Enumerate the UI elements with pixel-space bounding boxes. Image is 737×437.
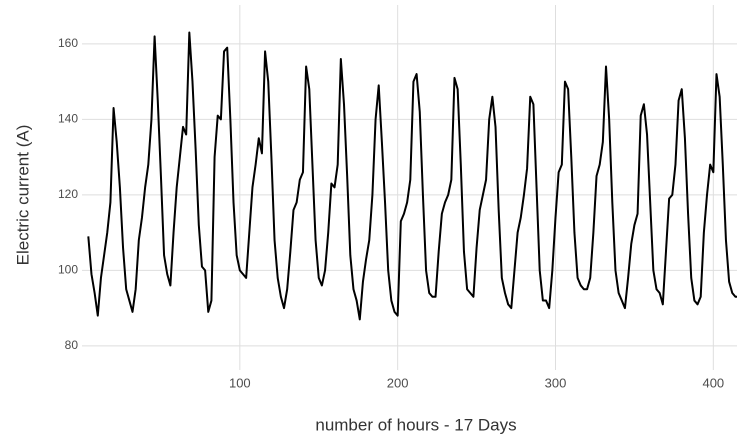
data-line xyxy=(87,31,737,321)
y-axis-title: Electric current (A) xyxy=(13,125,32,266)
x-axis-title: number of hours - 17 Days xyxy=(315,415,516,434)
x-tick-label: 200 xyxy=(387,375,409,390)
y-tick-label: 140 xyxy=(58,112,78,126)
y-tick-label: 160 xyxy=(58,36,78,50)
x-tick-label: 400 xyxy=(702,375,724,390)
x-tick-label: 300 xyxy=(545,375,567,390)
y-tick-label: 80 xyxy=(65,338,79,352)
y-tick-label: 100 xyxy=(58,263,78,277)
y-tick-label: 120 xyxy=(58,187,78,201)
x-tick-label: 100 xyxy=(229,375,251,390)
